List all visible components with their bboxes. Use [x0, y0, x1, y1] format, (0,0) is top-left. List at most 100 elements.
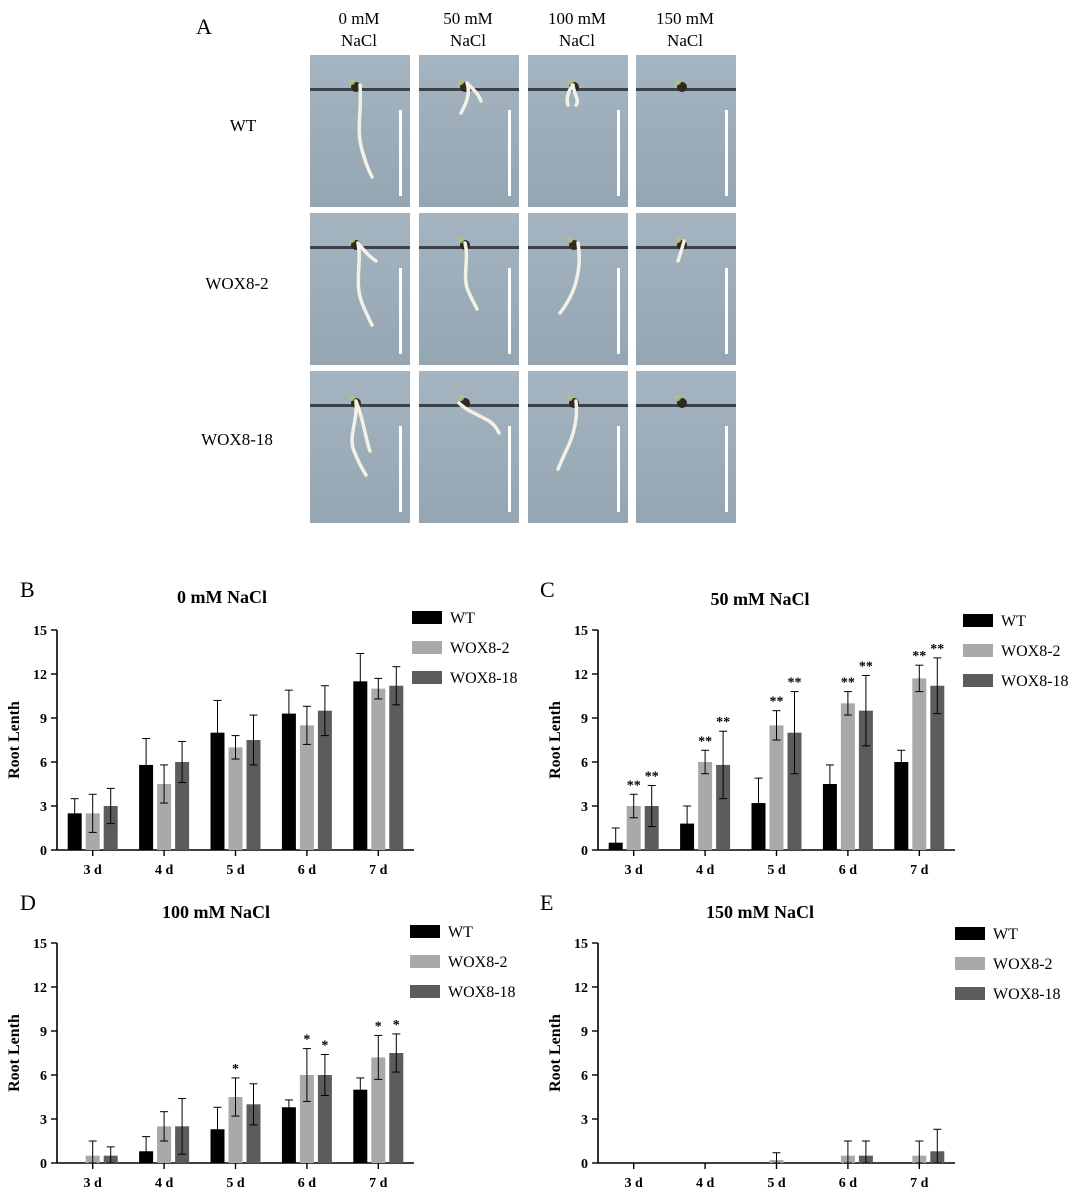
x-tick-label: 3 d [625, 863, 644, 878]
significance-mark: ** [645, 769, 659, 784]
legend-label: WT [450, 610, 475, 627]
root-shape [457, 401, 501, 435]
photo-cell-r2-c0 [310, 371, 410, 523]
bar-wox8-2 [299, 725, 314, 850]
root-shape [356, 241, 378, 327]
bar-wox8-2 [912, 678, 927, 850]
legend-swatch [410, 985, 440, 998]
legend-swatch [955, 927, 985, 940]
y-tick-label: 12 [33, 668, 47, 683]
photo-cell-r1-c0 [310, 213, 410, 365]
row-label-wt: WT [230, 116, 257, 135]
cotyledon [675, 237, 681, 243]
cotyledon [567, 395, 573, 401]
y-tick-label: 15 [574, 937, 588, 952]
scale-bar [617, 426, 620, 512]
x-tick-label: 3 d [84, 1176, 103, 1191]
scale-bar [399, 426, 402, 512]
scale-bar [399, 110, 402, 196]
chart-panels: B 0 mM NaCl 0 3 6 9 12 15 Root Lenth 3 d 4 d 5 d 6 d… [6, 577, 1069, 1191]
photo-background [528, 213, 628, 365]
significance-mark: * [375, 1019, 382, 1034]
col-header-2-line2: NaCl [559, 31, 595, 50]
legend-swatch [955, 957, 985, 970]
x-tick-label: 6 d [298, 1176, 317, 1191]
photo-cell-r0-c0 [310, 55, 410, 207]
legend: WT WOX8-2 WOX8-18 [412, 610, 518, 687]
y-tick-label: 0 [40, 1157, 47, 1172]
x-tick-label: 3 d [84, 863, 103, 878]
bar-wox8-2 [840, 703, 855, 850]
x-tick-label: 7 d [369, 863, 388, 878]
x-tick-label: 4 d [155, 1176, 174, 1191]
bar-wox8-18 [787, 732, 802, 850]
significance-mark: ** [716, 715, 730, 730]
x-tick-label: 5 d [767, 1176, 786, 1191]
photo-cell-r2-c3 [636, 371, 736, 523]
photo-background [636, 371, 736, 523]
legend-label: WOX8-2 [993, 956, 1053, 973]
legend-swatch [963, 644, 993, 657]
legend-swatch [963, 614, 993, 627]
cotyledon [567, 79, 573, 85]
significance-mark: ** [930, 642, 944, 657]
y-tick-label: 6 [40, 1069, 47, 1084]
cotyledon [567, 237, 573, 243]
legend-label: WT [1001, 613, 1026, 630]
chart-title: 150 mM NaCl [706, 902, 814, 922]
significance-mark: ** [841, 676, 855, 691]
x-tick-label: 5 d [226, 863, 245, 878]
y-tick-label: 15 [33, 937, 47, 952]
col-header-1-line2: NaCl [450, 31, 486, 50]
bar-wox8-2 [371, 1057, 386, 1163]
significance-mark: ** [788, 676, 802, 691]
y-tick-label: 3 [40, 800, 47, 815]
bar-wt [210, 732, 225, 850]
legend-swatch [955, 987, 985, 1000]
legend-swatch [410, 955, 440, 968]
cotyledon [458, 395, 464, 401]
photo-cell-r1-c1 [419, 213, 519, 365]
cotyledon [458, 79, 464, 85]
bar-wox8-18 [175, 762, 190, 850]
photo-cell-r2-c1 [419, 371, 519, 523]
significance-mark: * [232, 1062, 239, 1077]
row-label-wox8-18: WOX8-18 [201, 430, 273, 449]
bar-wt [67, 813, 82, 850]
panel-letter: D [20, 890, 36, 915]
root-shape [556, 399, 579, 471]
root-shape [350, 399, 372, 477]
bar-wox8-18 [317, 1075, 332, 1163]
bar-wox8-2 [157, 1126, 172, 1163]
bar-wox8-2 [228, 747, 243, 850]
significance-mark: ** [770, 695, 784, 710]
panel-a-column-headers: 0 mM NaCl 50 mM NaCl 100 mM NaCl 150 mM … [338, 9, 714, 50]
x-tick-label: 5 d [767, 863, 786, 878]
legend-swatch [410, 925, 440, 938]
bar-wt [353, 1089, 368, 1163]
photo-background [528, 371, 628, 523]
panel-a-letter: A [196, 14, 212, 39]
scale-bar [399, 268, 402, 354]
significance-mark: ** [859, 659, 873, 674]
scale-bar [725, 268, 728, 354]
scale-bar [617, 268, 620, 354]
x-tick-label: 6 d [298, 863, 317, 878]
photo-background [419, 371, 519, 523]
y-axis-label: Root Lenth [547, 701, 564, 779]
significance-mark: ** [698, 734, 712, 749]
significance-mark: ** [627, 778, 641, 793]
legend-label: WT [448, 924, 473, 941]
root-shape [357, 83, 374, 179]
y-tick-label: 0 [581, 844, 588, 859]
y-tick-label: 9 [581, 712, 588, 727]
root-shape [565, 83, 580, 107]
y-tick-label: 15 [33, 624, 47, 639]
cotyledon [675, 79, 681, 85]
root-shape [459, 81, 483, 115]
cotyledon [458, 237, 464, 243]
root-shape [676, 239, 686, 263]
legend-label: WOX8-2 [450, 640, 510, 657]
bar-wox8-18 [389, 685, 404, 850]
